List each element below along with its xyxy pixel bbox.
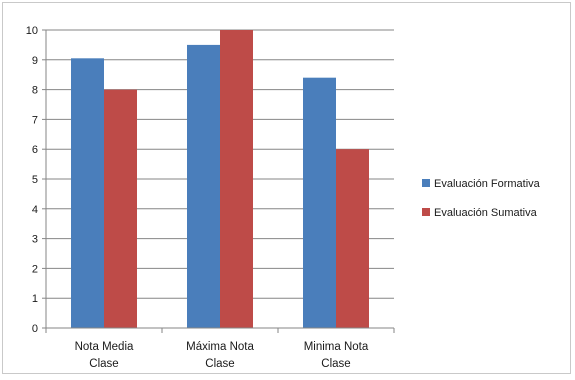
legend: Evaluación Formativa Evaluación Sumativa (422, 178, 541, 219)
bar-formativa-2 (303, 77, 336, 329)
bar-chart: 0 1 2 3 4 5 6 7 8 9 10 Nota Media Clase Máxima Nota C… (26, 25, 541, 370)
y-tick-label: 3 (32, 234, 38, 246)
bar-formativa-0 (71, 58, 104, 329)
y-tick-label: 0 (32, 323, 38, 335)
y-tick-label: 9 (32, 55, 38, 67)
bar-sumativa-1 (220, 30, 253, 328)
y-tick-label: 4 (32, 204, 38, 216)
y-tick-label: 2 (32, 263, 38, 275)
legend-swatch (422, 208, 430, 216)
x-tick-label: Minima Nota Clase (304, 341, 369, 370)
legend-label: Evaluación Sumativa (434, 207, 538, 219)
bar-sumativa-2 (336, 149, 369, 328)
chart-frame: 0 1 2 3 4 5 6 7 8 9 10 Nota Media Clase Máxima Nota C… (2, 2, 571, 374)
y-tick-label: 8 (32, 85, 38, 97)
bars (71, 30, 369, 329)
x-tick-label: Nota Media Clase (75, 341, 134, 370)
y-tick-label: 1 (32, 293, 38, 305)
legend-swatch (422, 179, 430, 187)
y-tick-label: 5 (32, 174, 38, 186)
x-tick-label: Máxima Nota Clase (186, 341, 254, 370)
legend-label: Evaluación Formativa (434, 178, 541, 190)
bar-formativa-1 (187, 44, 220, 329)
y-axis-ticks: 0 1 2 3 4 5 6 7 8 9 10 (26, 25, 46, 335)
y-tick-label: 10 (26, 25, 38, 37)
x-axis-ticks: Nota Media Clase Máxima Nota Clase Minima No… (45, 328, 395, 370)
y-tick-label: 7 (32, 114, 38, 126)
bar-sumativa-0 (104, 89, 137, 328)
y-tick-label: 6 (32, 144, 38, 156)
